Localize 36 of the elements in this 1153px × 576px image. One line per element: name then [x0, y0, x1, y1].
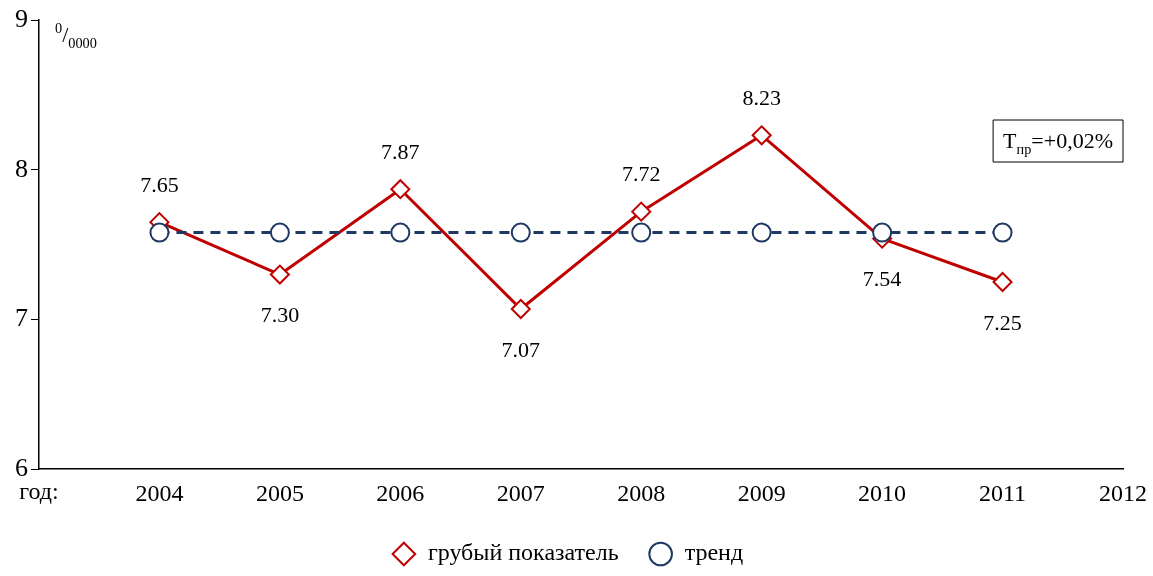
- x-tick-label: 2008: [617, 479, 666, 506]
- point: [510, 298, 531, 319]
- data-label: 7.65: [140, 171, 179, 197]
- x-tick-label: 2010: [858, 479, 907, 506]
- data-label: 7.30: [260, 302, 300, 328]
- data-label: 7.54: [862, 266, 902, 292]
- point: [751, 222, 772, 243]
- point: [872, 222, 893, 243]
- x-tick-label: 2006: [376, 479, 425, 506]
- y-tick-label: 7: [15, 303, 28, 333]
- point: [510, 222, 531, 243]
- point: [992, 222, 1013, 243]
- x-tick-label: 2004: [135, 479, 184, 506]
- x-tick-label: 2009: [737, 479, 786, 506]
- point: [992, 272, 1013, 293]
- legend-label: грубый показатель: [427, 539, 619, 566]
- data-label: 7.87: [381, 138, 420, 164]
- x-tick-label: 2012: [1099, 479, 1147, 506]
- point: [269, 264, 290, 285]
- point: [631, 222, 652, 243]
- y-tick-label: 9: [15, 3, 28, 33]
- y-tick-label: 8: [15, 153, 28, 183]
- x-tick-label: 2011: [979, 479, 1027, 506]
- point: [390, 179, 411, 200]
- data-label: 7.25: [983, 309, 1022, 335]
- data-label: 7.07: [501, 336, 541, 362]
- point: [631, 201, 652, 222]
- point: [149, 222, 170, 243]
- x-tick-label: 2005: [255, 479, 304, 506]
- data-label: 7.72: [621, 161, 661, 187]
- x-tick-label: 2007: [496, 479, 545, 506]
- point: [269, 222, 290, 243]
- data-label: 8.23: [742, 85, 781, 111]
- point: [751, 125, 772, 146]
- point: [390, 222, 411, 243]
- legend-label: тренд: [684, 539, 744, 566]
